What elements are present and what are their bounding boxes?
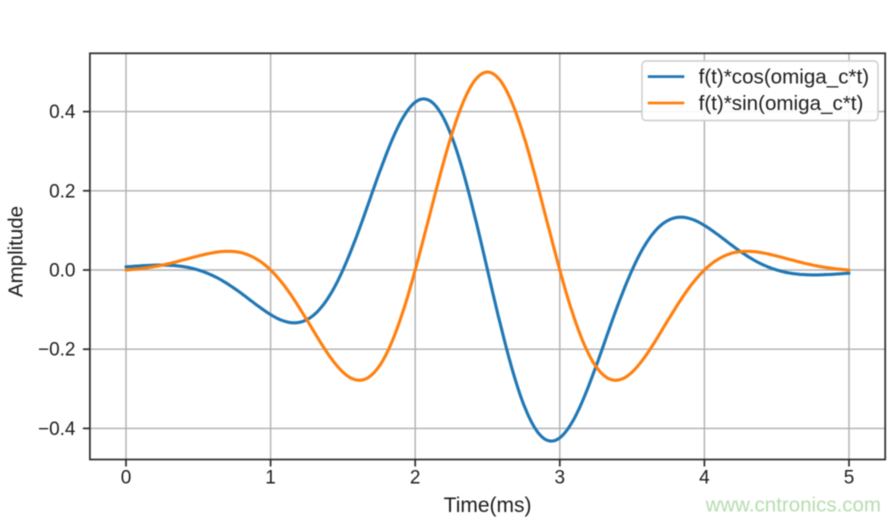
- svg-text:f(t)*sin(omiga_c*t): f(t)*sin(omiga_c*t): [699, 92, 864, 115]
- svg-text:4: 4: [699, 468, 710, 489]
- svg-text:0.4: 0.4: [49, 102, 76, 123]
- svg-text:2: 2: [410, 468, 421, 489]
- svg-text:−0.2: −0.2: [38, 340, 76, 361]
- svg-text:0.2: 0.2: [49, 181, 75, 202]
- svg-text:−0.4: −0.4: [38, 419, 76, 440]
- svg-text:5: 5: [844, 468, 855, 489]
- svg-text:Time(ms): Time(ms): [444, 494, 532, 517]
- svg-text:www.cntronics.com: www.cntronics.com: [705, 494, 881, 517]
- svg-text:0: 0: [121, 468, 132, 489]
- svg-text:0.0: 0.0: [49, 261, 75, 282]
- svg-text:f(t)*cos(omiga_c*t): f(t)*cos(omiga_c*t): [699, 66, 870, 89]
- svg-text:Amplitude: Amplitude: [5, 206, 28, 297]
- svg-text:3: 3: [555, 468, 566, 489]
- svg-text:1: 1: [265, 468, 276, 489]
